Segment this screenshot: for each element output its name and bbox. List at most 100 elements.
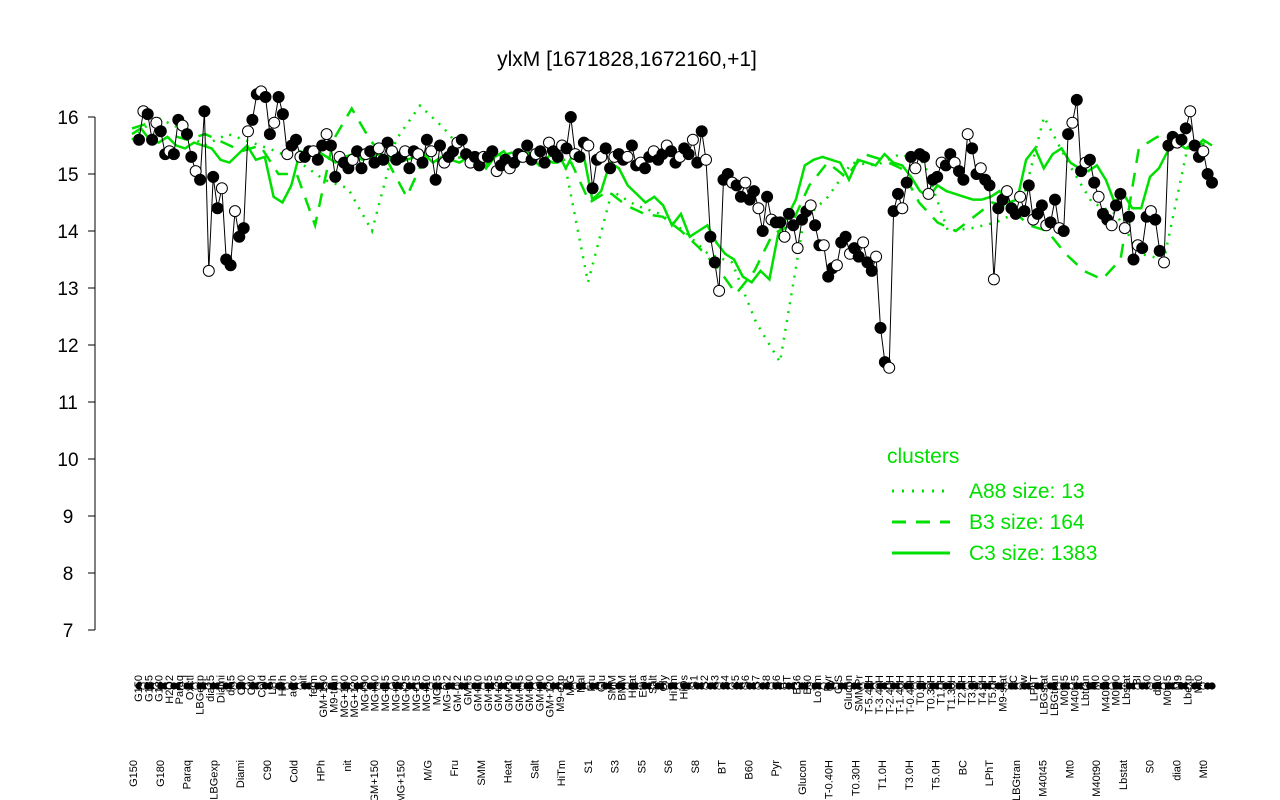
data-point [416, 156, 429, 169]
x-tick-label: T3.0H [904, 760, 916, 790]
data-point [857, 236, 870, 249]
data-point [931, 170, 944, 183]
x-tick-label: S6 [771, 675, 783, 688]
x-tick-label: MG+5 [431, 675, 443, 705]
y-tick-label: 14 [57, 222, 79, 243]
x-tick-label: nit [298, 675, 310, 687]
data-point [1057, 225, 1070, 237]
data-point [1070, 93, 1083, 106]
x-tick-label: BC [1008, 675, 1020, 690]
x-tick-label: T2.0H [956, 675, 968, 705]
data-point [224, 259, 237, 272]
x-tick-label: MG+10 [421, 675, 433, 711]
x-tick-label: HiTm [556, 760, 568, 786]
data-point [154, 125, 167, 138]
x-tick-label: MG+150 [396, 760, 408, 800]
x-tick-label: dia15 [205, 675, 217, 702]
x-tick-label: GM+45 [514, 675, 526, 711]
data-point [974, 162, 987, 175]
data-point [290, 133, 302, 146]
x-tick-label: aero [287, 675, 299, 697]
data-point [202, 264, 215, 277]
x-tick-label: S3 [709, 675, 721, 688]
data-point [686, 133, 699, 146]
data-point [966, 142, 979, 155]
x-tick-label: MG+15 [411, 675, 423, 711]
x-tick-label: Mt0 [1198, 760, 1210, 778]
x-tick-label: S0 [1142, 675, 1154, 688]
data-point [573, 150, 586, 163]
x-tick-label: M/G [565, 675, 577, 696]
x-tick-label: M/G [422, 760, 434, 781]
data-point [625, 139, 638, 152]
data-point [1149, 213, 1162, 226]
x-tick-label: dia0 [1152, 675, 1164, 696]
data-point [774, 216, 787, 229]
legend-entry-b3: B3 size: 164 [969, 511, 1085, 534]
x-tick-label: Lbstat [1121, 675, 1133, 705]
data-point [852, 250, 865, 263]
data-point [1188, 139, 1201, 152]
data-point [922, 187, 935, 200]
x-tick-label: BT [717, 760, 729, 774]
data-point [787, 219, 800, 232]
x-tick-label: S2 [699, 675, 711, 688]
data-point [564, 111, 577, 123]
x-tick-label: Diami [215, 675, 227, 703]
data-point [429, 173, 442, 186]
x-tick-label: Pyr [823, 675, 835, 692]
x-tick-label: M40t90 [1091, 760, 1103, 797]
data-point [900, 176, 913, 189]
data-point [1014, 190, 1027, 203]
x-tick-label: S5 [636, 760, 648, 773]
y-tick-label: 13 [57, 279, 78, 300]
y-tick-label: 9 [63, 507, 74, 528]
cluster-line-dashed [131, 106, 1213, 296]
x-tick-label: T0.30H [850, 760, 862, 796]
x-tick-label: GM+150 [369, 760, 381, 800]
x-tick-label: S7 [751, 675, 763, 688]
data-point [259, 91, 272, 103]
x-tick-label: LBGstat [1039, 675, 1051, 715]
data-point [521, 139, 534, 152]
data-point [782, 207, 795, 220]
data-point [538, 156, 551, 169]
x-tick-label: C90 [262, 760, 274, 780]
data-point [909, 162, 922, 175]
x-tick-label: G/S [833, 675, 845, 694]
cluster-line-dotted [131, 103, 1213, 366]
x-tick-label: G150 [128, 760, 140, 787]
x-tick-label: Pyr [770, 760, 782, 777]
x-tick-label: Heat [503, 760, 515, 783]
x-tick-label: Cold [257, 675, 269, 698]
data-point [268, 116, 281, 129]
data-point [918, 150, 931, 163]
data-point [682, 148, 695, 161]
x-tick-label: GM+90 [534, 675, 546, 711]
x-tick-label: MG+60 [370, 675, 382, 711]
x-tick-label: BC [957, 760, 969, 775]
x-tick-label: G180 [154, 675, 166, 702]
x-tick-label: Oxctl [185, 675, 197, 700]
x-tick-label: MG+25 [401, 675, 413, 711]
data-point [320, 128, 333, 141]
x-tick-label: GM+25 [493, 675, 505, 711]
x-tick-label: BMM [617, 675, 629, 701]
x-tick-label: B60 [743, 760, 755, 780]
data-point [425, 145, 438, 158]
x-tick-label: GM+120 [545, 675, 557, 718]
x-tick-label: Mt0 [1193, 675, 1205, 693]
x-tick-label: T3.0H [967, 675, 979, 705]
x-tick-label: G135 [143, 675, 155, 702]
x-tick-label: MG-0.2 [442, 675, 454, 712]
data-point [1001, 185, 1013, 198]
x-tick-label: M0t45 [1162, 675, 1174, 706]
x-tick-label: T0.30H [925, 675, 937, 711]
data-point [704, 230, 717, 243]
x-tick-label: S0 [1145, 760, 1157, 773]
x-tick-label: Glu [596, 675, 608, 692]
x-tick-label: SMMPr [853, 675, 865, 712]
data-point [372, 142, 385, 155]
data-point [1206, 176, 1218, 189]
legend-entry-a88: A88 size: 13 [969, 480, 1085, 503]
